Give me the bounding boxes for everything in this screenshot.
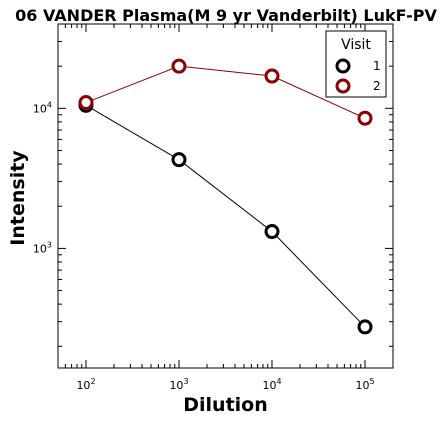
legend-entry: 2 <box>373 79 381 93</box>
y-tick-label: 104 <box>33 100 52 115</box>
x-axis-label: Dilution <box>183 394 268 416</box>
axis-ticks: 102 103 104 105 103 104 <box>33 23 394 392</box>
series-line-1 <box>85 104 366 328</box>
chart-title: 06 VANDER Plasma(M 9 yr Vanderbilt) LukF… <box>15 6 437 25</box>
data-point <box>264 68 280 84</box>
series-line-2 <box>85 65 366 119</box>
legend-marker <box>335 78 351 94</box>
data-point <box>357 319 373 335</box>
plot-area <box>78 58 373 335</box>
x-tick-label: 103 <box>169 377 188 392</box>
y-axis-label: Intensity <box>7 150 29 246</box>
data-point <box>171 58 187 74</box>
data-point <box>264 224 280 240</box>
legend-marker <box>335 58 351 74</box>
data-point <box>171 152 187 168</box>
data-point <box>357 110 373 126</box>
y-tick-label: 103 <box>33 240 52 255</box>
plot-frame <box>57 23 394 369</box>
x-tick-label: 104 <box>262 377 281 392</box>
data-point <box>78 95 94 111</box>
legend-title: Visit <box>341 37 371 53</box>
legend-entry: 1 <box>373 59 381 73</box>
x-tick-label: 105 <box>355 377 374 392</box>
x-tick-label: 102 <box>76 377 95 392</box>
